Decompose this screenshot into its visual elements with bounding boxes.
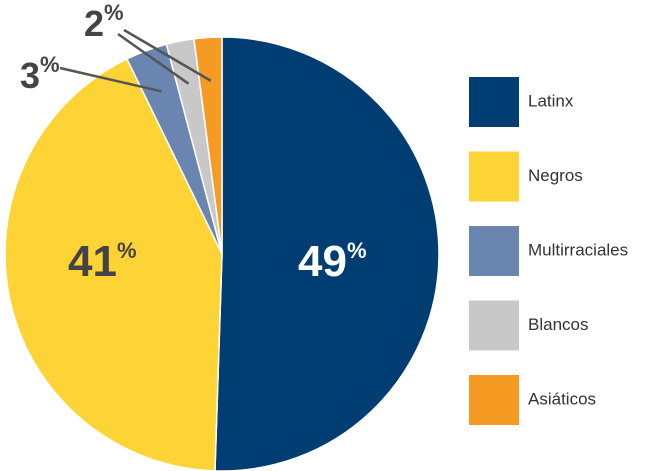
legend-label: Multirraciales: [528, 240, 628, 259]
label-number: 2: [84, 3, 104, 44]
pie-slice: [193, 36, 223, 255]
data-label: 41%: [68, 237, 137, 286]
legend-swatch: [469, 77, 519, 127]
data-label: 49%: [298, 237, 367, 286]
legend-label: Asiáticos: [528, 389, 596, 408]
label-number: 3: [20, 55, 40, 96]
legend-swatch: [469, 375, 519, 425]
pie-slice: [4, 57, 223, 471]
legend-label: Latinx: [528, 91, 574, 110]
legend-label: Blancos: [528, 315, 588, 334]
label-unit: %: [40, 52, 60, 77]
legend-swatch: [469, 300, 519, 351]
leader-line: [59, 66, 162, 93]
pie-slice: [214, 36, 440, 471]
label-unit: %: [117, 238, 137, 263]
label-number: 41: [68, 237, 117, 286]
data-label: 2%: [84, 0, 124, 44]
label-unit: %: [104, 0, 124, 25]
leader-line: [123, 28, 212, 82]
legend-label: Negros: [528, 166, 583, 185]
legend-swatch: [469, 226, 519, 276]
label-number: 49: [298, 237, 347, 286]
data-label: 3%: [20, 52, 60, 96]
leader-line: [117, 32, 190, 85]
legend-swatch: [469, 151, 519, 202]
label-unit: %: [347, 238, 367, 263]
